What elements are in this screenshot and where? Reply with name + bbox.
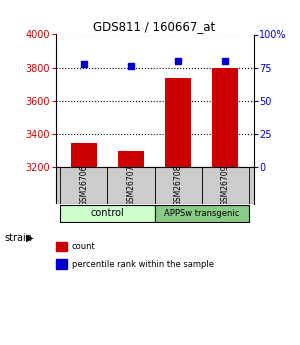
Bar <box>165 78 191 167</box>
Bar <box>212 68 238 167</box>
Text: percentile rank within the sample: percentile rank within the sample <box>72 260 214 269</box>
Bar <box>118 151 144 167</box>
Point <box>176 58 181 64</box>
Text: GSM26707: GSM26707 <box>126 165 135 206</box>
Text: strain: strain <box>4 233 32 243</box>
Text: control: control <box>91 208 124 218</box>
Bar <box>60 167 107 204</box>
Text: count: count <box>72 242 96 251</box>
Bar <box>60 205 154 221</box>
Title: GDS811 / 160667_at: GDS811 / 160667_at <box>93 20 216 33</box>
Text: GSM26709: GSM26709 <box>221 165 230 206</box>
Bar <box>154 167 202 204</box>
Point <box>223 58 228 64</box>
Point <box>81 61 86 66</box>
Text: APPSw transgenic: APPSw transgenic <box>164 209 239 218</box>
Bar <box>202 167 249 204</box>
Text: ▶: ▶ <box>26 233 33 243</box>
Bar <box>107 167 154 204</box>
Text: GSM26706: GSM26706 <box>79 165 88 206</box>
Bar <box>71 143 97 167</box>
Text: GSM26708: GSM26708 <box>174 165 183 206</box>
Point <box>128 63 133 69</box>
Bar <box>154 205 249 221</box>
